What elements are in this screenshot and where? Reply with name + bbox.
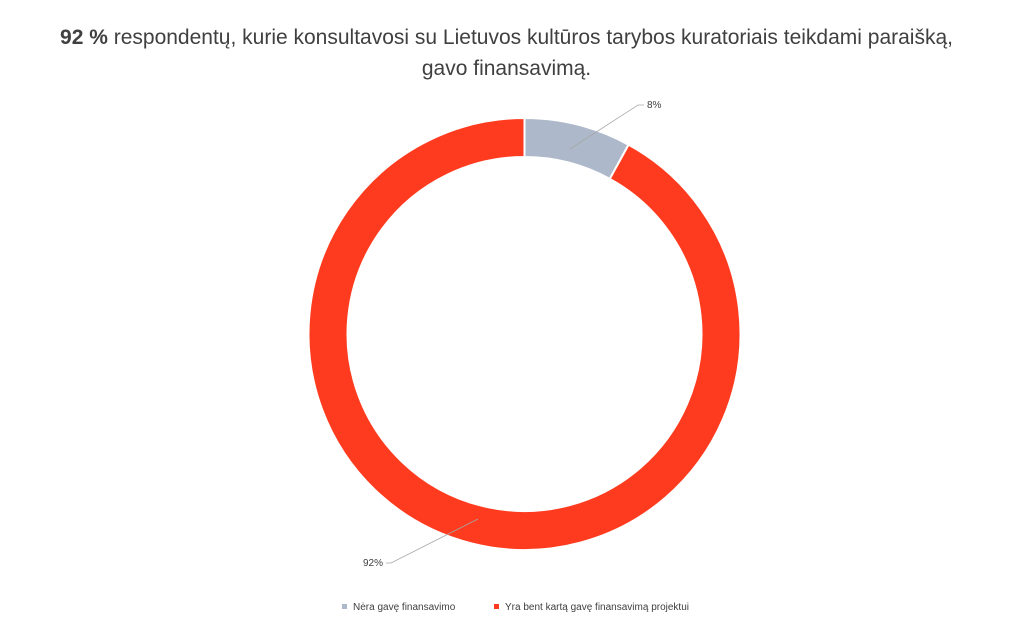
chart-title-line2: gavo finansavimą. [421, 57, 592, 80]
leader-line-1 [569, 104, 644, 150]
doughnut-slice-2 [307, 116, 742, 551]
data-label-2: 92% [363, 558, 383, 569]
chart-title-rest: respondentų, kurie konsultavosi su Lietu… [107, 26, 953, 49]
legend-label-funded: Yra bent kartą gavę finansavimą projektu… [505, 602, 689, 613]
legend-item-no-funding: Nėra gavę finansavimo [342, 601, 455, 615]
chart-legend: Nėra gavę finansavimo Yra bent kartą gav… [0, 601, 1013, 617]
chart-title-lead: 92 % [60, 26, 108, 49]
legend-label-no-funding: Nėra gavę finansavimo [353, 602, 456, 613]
legend-swatch-no-funding [342, 604, 347, 609]
doughnut-slice-1 [523, 116, 630, 181]
legend-item-funded: Yra bent kartą gavę finansavimą projektu… [494, 601, 689, 615]
data-label-1: 8% [647, 100, 662, 111]
legend-swatch-funded [494, 604, 499, 609]
chart-title: 92 % respondentų, kurie konsultavosi su … [0, 22, 1013, 84]
leader-line-2 [386, 518, 479, 564]
